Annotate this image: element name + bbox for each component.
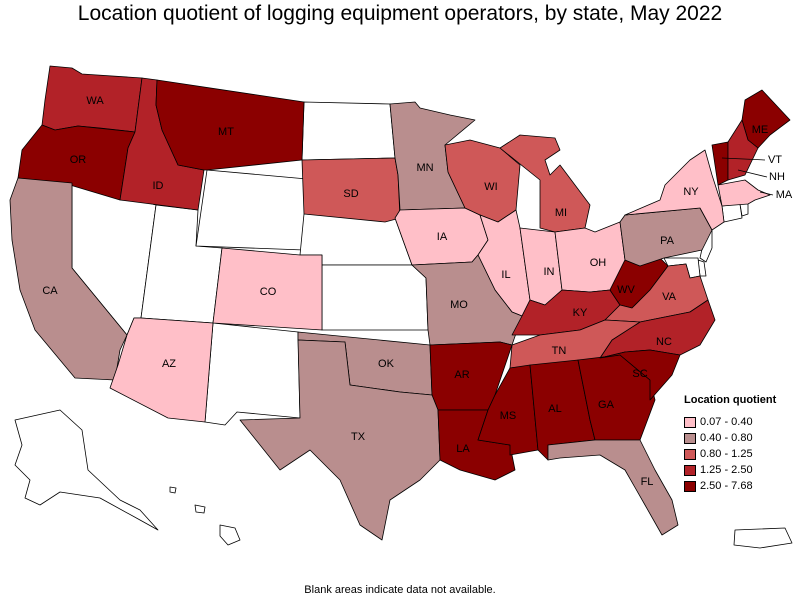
label-leader-lines bbox=[721, 157, 774, 196]
label-ia: IA bbox=[437, 231, 448, 243]
legend-label: 0.07 - 0.40 bbox=[700, 416, 753, 428]
label-ga: GA bbox=[598, 399, 615, 411]
label-tn: TN bbox=[552, 345, 567, 357]
label-nc: NC bbox=[656, 336, 672, 348]
state-florida[interactable] bbox=[547, 439, 679, 536]
label-la: LA bbox=[456, 443, 470, 455]
legend-label: 0.40 - 0.80 bbox=[700, 432, 753, 444]
state-hawaii[interactable] bbox=[169, 486, 241, 546]
legend-swatch bbox=[684, 416, 696, 428]
state-wyoming[interactable] bbox=[195, 169, 308, 251]
state-virginia[interactable] bbox=[604, 263, 709, 323]
label-wi: WI bbox=[484, 181, 497, 193]
label-fl: FL bbox=[641, 476, 654, 488]
label-pa: PA bbox=[660, 235, 675, 247]
label-nh: NH bbox=[769, 171, 785, 183]
legend-label: 0.80 - 1.25 bbox=[700, 448, 753, 460]
state-arizona[interactable] bbox=[109, 317, 214, 423]
state-vermont[interactable] bbox=[711, 141, 729, 186]
label-oh: OH bbox=[590, 257, 607, 269]
label-az: AZ bbox=[162, 358, 176, 370]
legend-swatch bbox=[684, 464, 696, 476]
state-new-york[interactable] bbox=[624, 149, 725, 231]
label-mi: MI bbox=[555, 207, 567, 219]
state-massachusetts[interactable] bbox=[717, 179, 771, 207]
state-connecticut[interactable] bbox=[721, 203, 743, 223]
legend-swatch bbox=[684, 432, 696, 444]
state-alaska[interactable] bbox=[14, 409, 159, 531]
page-title: Location quotient of logging equipment o… bbox=[77, 2, 723, 25]
legend-item: 0.07 - 0.40 bbox=[684, 414, 796, 430]
label-mo: MO bbox=[450, 299, 468, 311]
label-wv: WV bbox=[617, 284, 635, 296]
label-ar: AR bbox=[454, 369, 469, 381]
leader-line-nh bbox=[737, 169, 768, 178]
label-ok: OK bbox=[378, 358, 395, 370]
footnote: Blank areas indicate data not available. bbox=[304, 584, 496, 596]
label-mn: MN bbox=[416, 162, 433, 174]
state-texas[interactable] bbox=[239, 339, 441, 541]
state-new-mexico[interactable] bbox=[204, 322, 301, 426]
label-ky: KY bbox=[573, 307, 588, 319]
state-south-carolina[interactable] bbox=[599, 349, 681, 401]
legend-title: Location quotient bbox=[684, 394, 777, 406]
data-states bbox=[9, 65, 791, 541]
legend: Location quotient 0.07 - 0.40 0.40 - 0.8… bbox=[684, 394, 796, 494]
label-ms: MS bbox=[500, 410, 517, 422]
legend-item: 1.25 - 2.50 bbox=[684, 462, 796, 478]
label-or: OR bbox=[70, 154, 87, 166]
label-va: VA bbox=[662, 291, 677, 303]
label-tx: TX bbox=[351, 431, 366, 443]
legend-swatch bbox=[684, 480, 696, 492]
state-north-dakota[interactable] bbox=[301, 101, 396, 161]
state-maine[interactable] bbox=[741, 89, 791, 149]
label-id: ID bbox=[153, 180, 164, 192]
state-labels: WA OR ID MT CA AZ CO SD MN IA WI IL MI I… bbox=[42, 95, 793, 488]
label-in: IN bbox=[544, 266, 555, 278]
label-al: AL bbox=[548, 403, 561, 415]
state-montana[interactable] bbox=[155, 79, 305, 171]
label-co: CO bbox=[260, 286, 277, 298]
state-colorado[interactable] bbox=[212, 247, 323, 331]
legend-label: 1.25 - 2.50 bbox=[700, 464, 753, 476]
state-new-hampshire[interactable] bbox=[727, 119, 759, 181]
label-mt: MT bbox=[218, 126, 234, 138]
label-wa: WA bbox=[86, 95, 104, 107]
legend-item: 0.80 - 1.25 bbox=[684, 446, 796, 462]
label-ny: NY bbox=[683, 186, 699, 198]
label-sc: SC bbox=[632, 368, 647, 380]
legend-item: 2.50 - 7.68 bbox=[684, 478, 796, 494]
legend-label: 2.50 - 7.68 bbox=[700, 480, 753, 492]
label-il: IL bbox=[501, 269, 510, 281]
state-kansas[interactable] bbox=[321, 264, 429, 331]
state-california[interactable] bbox=[9, 177, 128, 381]
no-data-states bbox=[14, 101, 793, 549]
label-sd: SD bbox=[343, 188, 358, 200]
state-michigan[interactable] bbox=[499, 134, 591, 233]
state-wisconsin[interactable] bbox=[444, 139, 521, 223]
leader-line-ma bbox=[759, 191, 774, 196]
label-vt: VT bbox=[768, 154, 782, 166]
legend-swatch bbox=[684, 448, 696, 460]
legend-item: 0.40 - 0.80 bbox=[684, 430, 796, 446]
label-me: ME bbox=[752, 124, 769, 136]
label-ca: CA bbox=[42, 285, 58, 297]
label-ma: MA bbox=[776, 189, 793, 201]
state-mississippi[interactable] bbox=[477, 364, 539, 456]
territory-puerto-rico[interactable] bbox=[733, 527, 793, 549]
leader-line-vt bbox=[721, 157, 766, 161]
